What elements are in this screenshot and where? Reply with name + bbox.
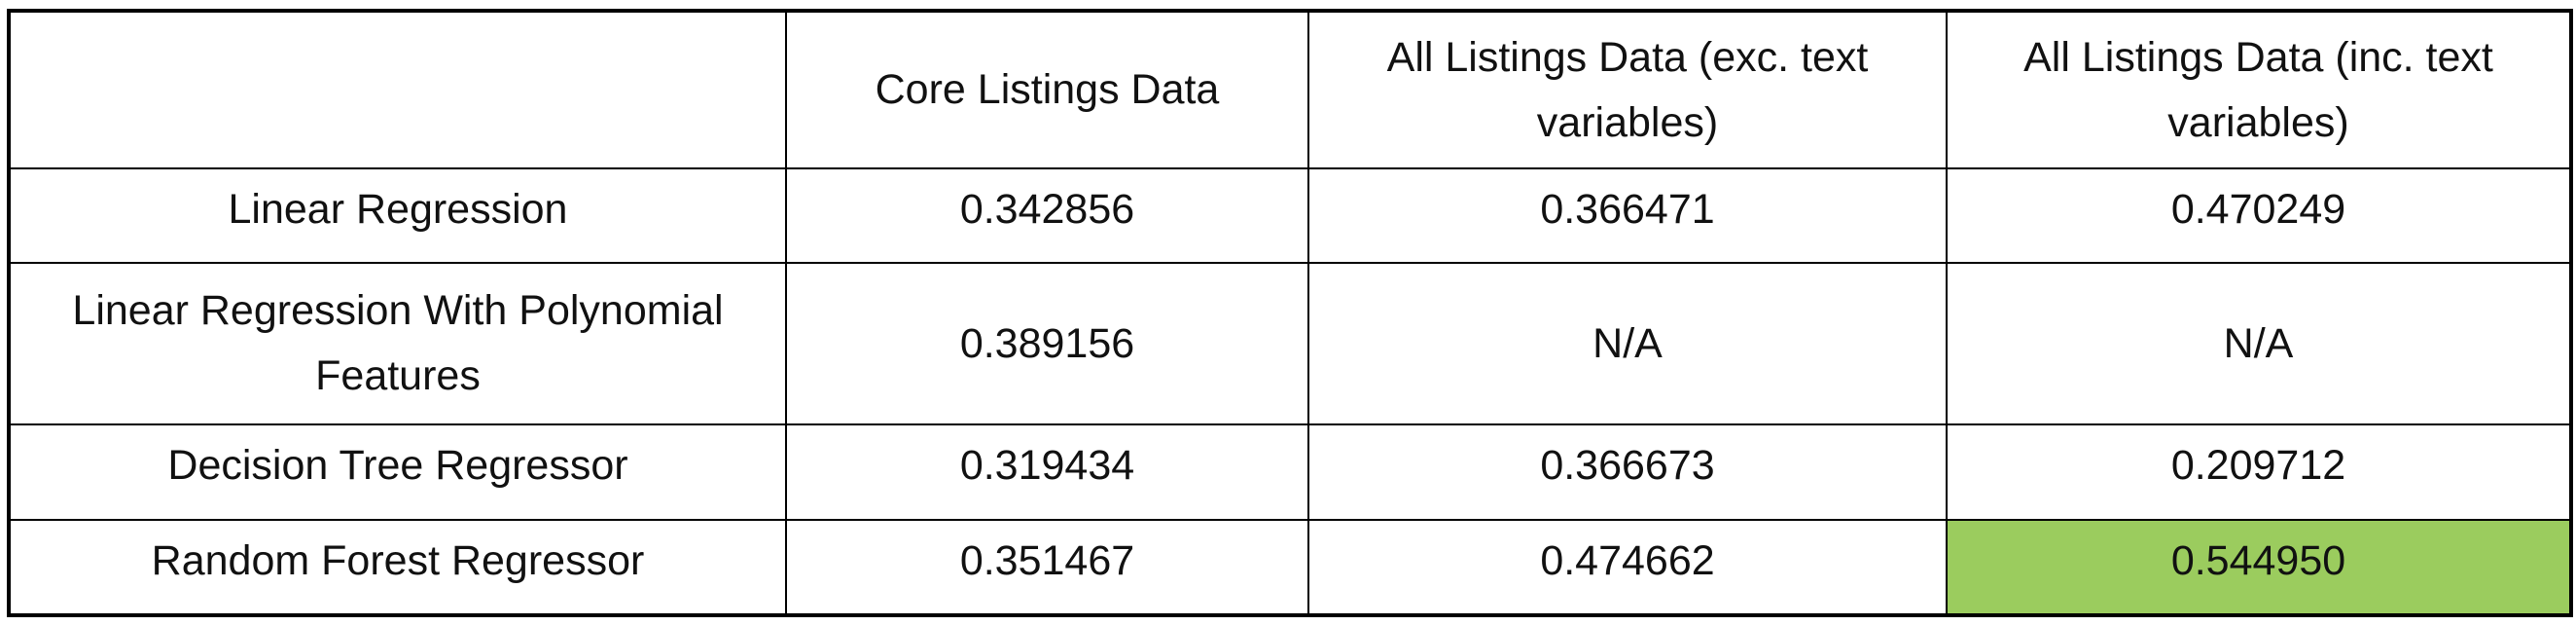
header-cell-all-listings-inc-text: All Listings Data (inc. text variables) — [1946, 10, 2572, 169]
table-cell: 0.342856 — [785, 167, 1309, 264]
table-cell: 0.366673 — [1307, 423, 1948, 521]
header-cell-all-listings-exc-text: All Listings Data (exc. text variables) — [1307, 10, 1948, 169]
row-label-linear-regression: Linear Regression — [8, 167, 787, 264]
header-row: Core Listings Data All Listings Data (ex… — [8, 10, 2572, 169]
table-row: Linear Regression 0.342856 0.366471 0.47… — [8, 167, 2572, 264]
results-table: Core Listings Data All Listings Data (ex… — [7, 9, 2573, 617]
row-label-decision-tree: Decision Tree Regressor — [8, 423, 787, 521]
table-cell: 0.209712 — [1946, 423, 2572, 521]
best-score-cell: 0.544950 — [1946, 519, 2572, 616]
table-cell: 0.319434 — [785, 423, 1309, 521]
table-row: Linear Regression With Polynomial Featur… — [8, 262, 2572, 425]
table-cell: 0.351467 — [785, 519, 1309, 616]
header-cell-core-listings: Core Listings Data — [785, 10, 1309, 169]
table-row: Random Forest Regressor 0.351467 0.47466… — [8, 519, 2572, 616]
table-row: Decision Tree Regressor 0.319434 0.36667… — [8, 423, 2572, 521]
header-cell-empty — [8, 10, 787, 169]
table-cell: 0.389156 — [785, 262, 1309, 425]
table-cell: 0.366471 — [1307, 167, 1948, 264]
row-label-random-forest: Random Forest Regressor — [8, 519, 787, 616]
row-label-linear-regression-polynomial: Linear Regression With Polynomial Featur… — [8, 262, 787, 425]
table-cell: N/A — [1307, 262, 1948, 425]
table-cell: 0.474662 — [1307, 519, 1948, 616]
table-cell: 0.470249 — [1946, 167, 2572, 264]
table-cell: N/A — [1946, 262, 2572, 425]
